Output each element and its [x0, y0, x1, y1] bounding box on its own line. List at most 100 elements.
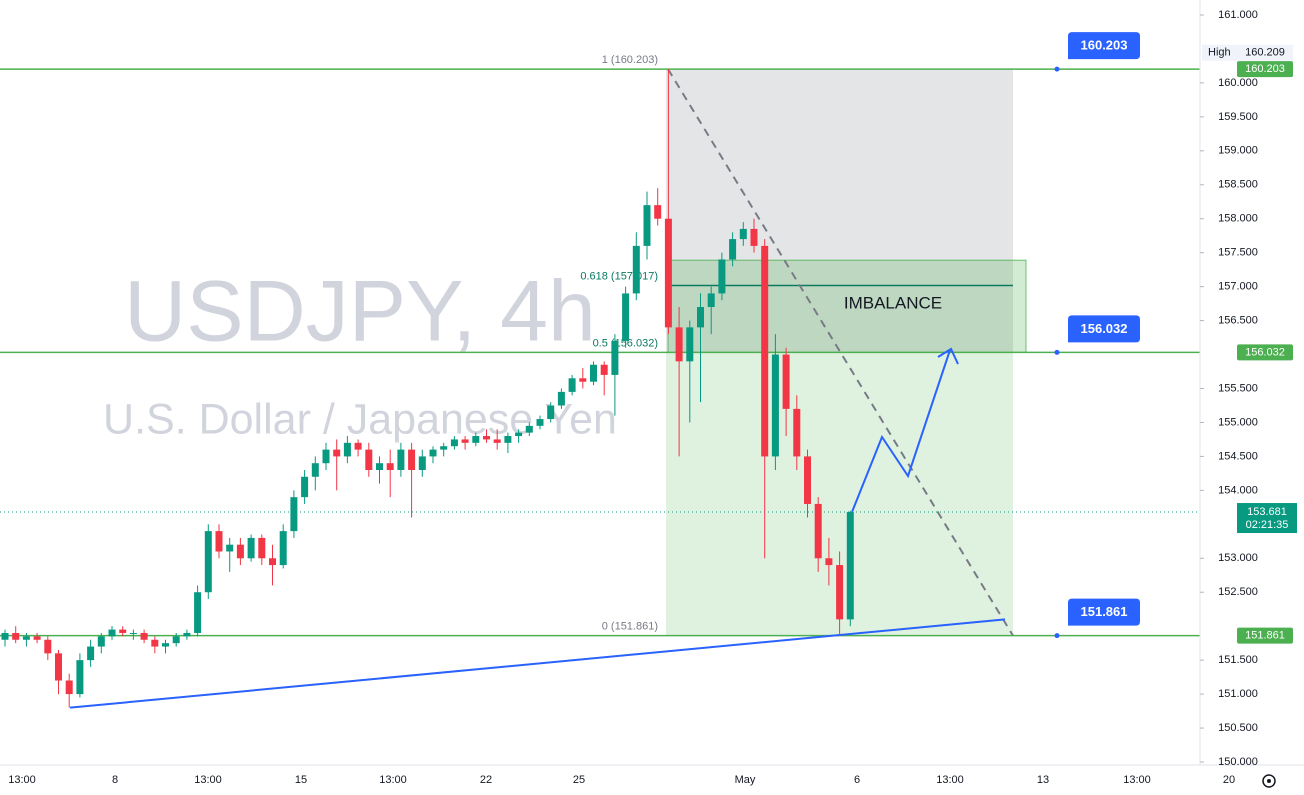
high-label: High: [1208, 47, 1231, 59]
axis-level-label: 160.203: [1245, 63, 1285, 75]
candle-body: [397, 449, 405, 470]
y-tick-label: 158.500: [1218, 179, 1258, 191]
x-tick-label: 13: [1037, 774, 1049, 786]
axis-level-label: 151.861: [1245, 630, 1285, 642]
y-tick-label: 152.500: [1218, 586, 1258, 598]
y-tick-label: 150.000: [1218, 756, 1258, 768]
x-tick-label: 15: [295, 774, 307, 786]
candle-body: [354, 442, 362, 450]
candle-body: [739, 228, 747, 240]
last-tag: [1237, 503, 1297, 534]
y-tick-label: 156.500: [1218, 314, 1258, 326]
candle-body: [675, 327, 683, 362]
axis-level-tag: [1237, 61, 1293, 78]
axis-level-tag: [1237, 627, 1293, 644]
candle-body: [483, 436, 490, 440]
x-tick-label: 13:00: [1123, 774, 1151, 786]
countdown: 02:21:35: [1246, 519, 1289, 531]
candle-body: [729, 239, 737, 260]
candle-body: [311, 463, 319, 477]
y-tick-label: 159.500: [1218, 111, 1258, 123]
candle-body: [429, 449, 437, 457]
candle-body: [322, 449, 330, 464]
candle-body: [450, 439, 458, 447]
y-tick-label: 160.000: [1218, 77, 1258, 89]
candle-body: [408, 449, 416, 470]
callout-box: [1057, 32, 1140, 70]
candle-body: [65, 680, 73, 695]
candle-body: [718, 259, 726, 294]
candle-body: [290, 497, 298, 532]
candle-body: [22, 636, 30, 640]
x-tick-label: 13:00: [8, 774, 36, 786]
candle-body: [258, 537, 266, 559]
candle-body: [793, 408, 801, 457]
candle-body: [664, 218, 672, 328]
imbalance-label: IMBALANCE: [844, 294, 942, 313]
trendline: [69, 618, 1006, 709]
y-tick-label: 155.500: [1218, 382, 1258, 394]
candle-body: [568, 378, 576, 392]
settings-icon[interactable]: [1262, 774, 1276, 788]
watermark-symbol: USDJPY, 4h: [124, 264, 596, 360]
y-tick-label: 154.500: [1218, 450, 1258, 462]
y-tick-label: 157.000: [1218, 281, 1258, 293]
candle-body: [846, 512, 854, 620]
y-tick-label: 159.000: [1218, 145, 1258, 157]
candle-body: [643, 205, 651, 246]
candle-body: [686, 327, 694, 362]
y-tick-label: 158.000: [1218, 213, 1258, 225]
candle-body: [1, 632, 9, 640]
candle-body: [557, 391, 565, 406]
y-tick-label: 155.000: [1218, 416, 1258, 428]
candle-body: [76, 660, 84, 695]
candle-body: [162, 643, 169, 647]
candle-body: [236, 544, 244, 559]
candle-body: [44, 639, 52, 654]
last-value: 153.681: [1247, 506, 1287, 518]
watermark-name: U.S. Dollar / Japanese Yen: [103, 395, 617, 443]
callout-box: [1057, 598, 1140, 636]
candle-body: [622, 293, 630, 341]
candle-body: [55, 653, 62, 681]
candle-body: [333, 449, 341, 457]
x-tick-label: 8: [112, 774, 118, 786]
candle-body: [119, 629, 127, 633]
candle-body: [697, 307, 704, 328]
x-tick-label: 22: [480, 774, 492, 786]
candle-body: [611, 340, 619, 375]
candle-body: [547, 405, 555, 420]
axis-level-label: 156.032: [1245, 346, 1285, 358]
candle-body: [269, 558, 276, 566]
candle-body: [771, 354, 779, 457]
candle-body: [151, 639, 159, 647]
candle-body: [814, 503, 822, 559]
x-tick-label: 13:00: [936, 774, 964, 786]
settings-icon-dot: [1267, 779, 1271, 783]
candle-body: [600, 364, 608, 375]
y-tick-label: 153.000: [1218, 552, 1258, 564]
projection-arrow: [851, 349, 951, 513]
candle-body: [782, 354, 790, 409]
callout-label: 160.203: [1081, 38, 1128, 53]
candle-body: [525, 425, 533, 433]
candle-body: [461, 439, 469, 443]
candle-body: [536, 419, 544, 426]
candle-body: [301, 476, 309, 498]
candle-body: [836, 565, 844, 620]
axis-level-tag: [1237, 344, 1293, 361]
dashed-diagonal: [667, 68, 1014, 637]
candle-body: [579, 378, 587, 382]
candle-body: [204, 531, 212, 593]
candle-body: [247, 537, 255, 559]
candle-body: [12, 632, 20, 640]
candle-body: [472, 436, 480, 443]
fib-label: 1 (160.203): [602, 54, 658, 66]
candle-body: [365, 449, 373, 470]
y-tick-label: 154.000: [1218, 484, 1258, 496]
x-tick-label: 25: [573, 774, 585, 786]
candle-body: [504, 436, 512, 443]
x-tick-label: 13:00: [194, 774, 222, 786]
